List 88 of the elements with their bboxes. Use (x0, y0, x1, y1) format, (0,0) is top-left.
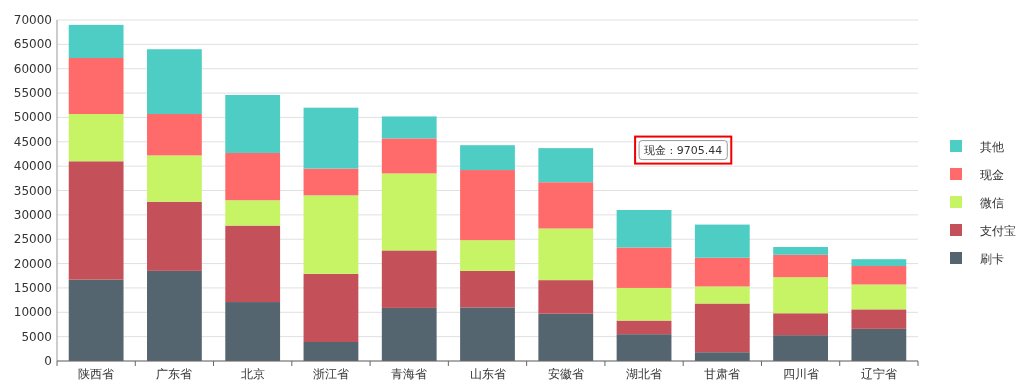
bar (147, 49, 202, 115)
bar (303, 195, 359, 274)
bar (225, 225, 281, 303)
bar (68, 58, 124, 115)
x-tick-label: 山东省 (469, 367, 506, 381)
y-tick-label: 5000 (21, 329, 52, 344)
bar (851, 328, 907, 361)
bar (851, 266, 907, 285)
x-tick-label: 辽宁省 (860, 367, 897, 381)
bar (616, 247, 672, 288)
bar (381, 173, 437, 251)
y-tick-label: 15000 (13, 280, 52, 295)
bar (381, 138, 437, 174)
x-tick-label: 甘肃省 (704, 367, 741, 381)
x-tick-label: 湖北省 (626, 367, 663, 381)
x-tick-label: 北京 (240, 367, 265, 381)
bar (68, 161, 124, 280)
bar (303, 273, 359, 342)
bar (851, 309, 907, 329)
bar (538, 313, 594, 361)
bar (538, 148, 594, 183)
bar (68, 24, 124, 58)
bar (381, 307, 437, 361)
bar (773, 277, 828, 314)
legend-label: 现金 (980, 168, 1004, 182)
y-tick-label: 20000 (13, 256, 52, 271)
bar (225, 152, 281, 201)
x-tick-label: 四川省 (782, 367, 819, 381)
bar (460, 170, 515, 241)
bar (851, 259, 907, 267)
bar (225, 302, 281, 361)
legend-label: 微信 (980, 196, 1004, 210)
bar (694, 286, 750, 304)
bar (773, 313, 828, 336)
bar (694, 257, 750, 287)
x-tick-label: 青海省 (391, 367, 428, 381)
bar (460, 307, 515, 361)
x-tick-label: 陕西省 (78, 367, 115, 381)
bar (538, 182, 594, 229)
bar (381, 116, 437, 139)
bar (147, 155, 202, 202)
bar (460, 270, 515, 308)
y-tick-label: 55000 (13, 86, 52, 101)
bar (303, 107, 359, 169)
annotation: 现金 : 9705.44 (644, 143, 723, 157)
x-tick-label: 安徽省 (547, 367, 584, 381)
y-tick-label: 40000 (13, 159, 52, 174)
y-tick-label: 0 (44, 354, 52, 368)
bar (460, 240, 515, 271)
y-tick-label: 25000 (13, 232, 52, 247)
bar (773, 247, 828, 255)
bar (147, 270, 202, 361)
bar (460, 145, 515, 171)
legend-label: 其他 (980, 140, 1004, 154)
bar (616, 287, 672, 321)
bar (538, 228, 594, 281)
bar (68, 279, 124, 361)
bar (68, 114, 124, 162)
bar (225, 200, 281, 226)
tooltip: 现金 : 9705.44 (638, 140, 728, 161)
bar (851, 284, 907, 310)
legend-label: 刷卡 (980, 252, 1004, 266)
y-tick-label: 30000 (13, 207, 52, 222)
legend-label: 支付宝 (980, 224, 1016, 238)
bar (303, 342, 359, 361)
bar (381, 250, 437, 308)
bar (773, 335, 828, 361)
bar (773, 254, 828, 278)
y-tick-label: 10000 (13, 305, 52, 320)
bar (616, 334, 672, 361)
x-tick-label: 浙江省 (312, 367, 349, 381)
bar (225, 94, 281, 153)
bar (694, 352, 750, 361)
y-tick-label: 35000 (13, 183, 52, 198)
bar (694, 224, 750, 258)
bar (538, 280, 594, 314)
x-tick-label: 广东省 (156, 367, 193, 381)
bar (616, 209, 672, 248)
bar (694, 303, 750, 353)
y-tick-label: 45000 (13, 134, 52, 149)
bar (147, 114, 202, 156)
bar (147, 201, 202, 271)
bar (616, 320, 672, 335)
y-tick-label: 60000 (13, 61, 52, 76)
y-tick-label: 70000 (13, 13, 52, 27)
y-tick-label: 65000 (13, 37, 52, 52)
bar (303, 168, 359, 196)
y-tick-label: 50000 (13, 110, 52, 125)
